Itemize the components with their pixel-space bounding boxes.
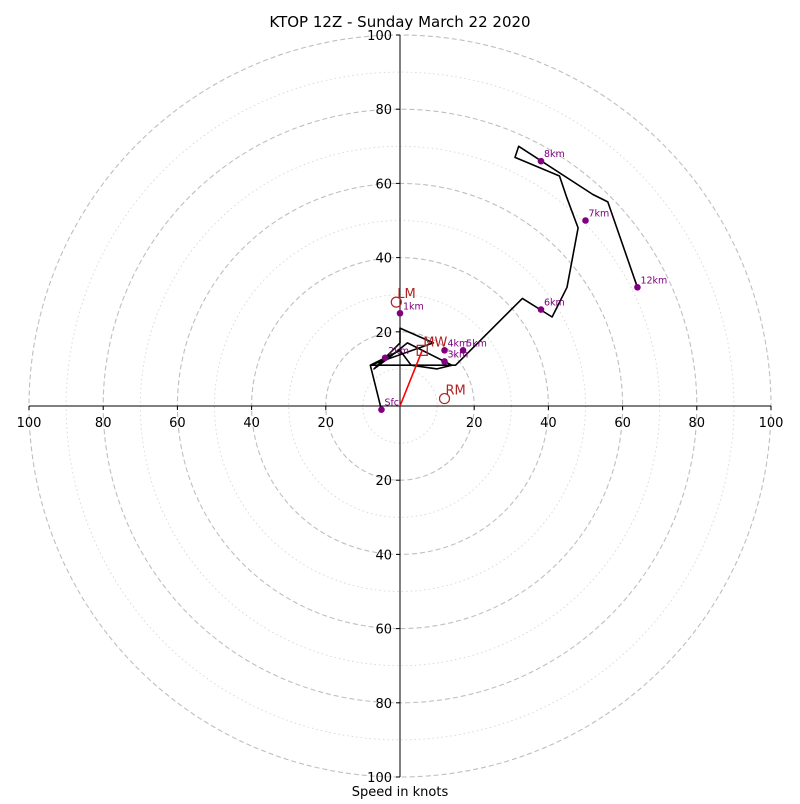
y-tick-label: 20 <box>375 326 392 341</box>
x-tick-label: 20 <box>318 416 335 431</box>
storm-motion-marker <box>390 296 402 308</box>
height-marker-label: 5km <box>466 338 487 349</box>
storm-motion-marker <box>438 392 451 405</box>
height-marker-point <box>441 358 448 365</box>
x-tick-label: 100 <box>759 416 784 431</box>
height-marker-point <box>441 347 448 354</box>
x-tick-label: 40 <box>540 416 557 431</box>
axis-layer: 100 100 80 80 60 60 40 40 20 20 20 20 40 40 60 60 80 80 10… <box>17 29 784 786</box>
y-tick-label: 40 <box>375 252 392 267</box>
x-tick-label: 80 <box>689 416 706 431</box>
y-tick-label: 60 <box>375 623 392 638</box>
height-marker-label: Sfc <box>384 398 399 409</box>
y-tick-label: 80 <box>375 103 392 118</box>
height-marker-point <box>582 217 589 224</box>
height-marker-point <box>459 347 467 354</box>
y-tick-label: 40 <box>375 548 392 563</box>
x-tick-label: 60 <box>169 416 186 431</box>
storm-motion-marker <box>416 344 428 356</box>
x-tick-label: 80 <box>95 416 112 431</box>
chart-title: KTOP 12Z - Sunday March 22 2020 <box>269 13 530 31</box>
storm-motion-label: MW <box>423 335 447 350</box>
height-marker-label: 2km <box>388 346 409 357</box>
y-tick-label: 80 <box>375 697 392 712</box>
height-marker-label: 4km <box>448 338 469 349</box>
x-tick-label: 60 <box>614 416 631 431</box>
height-marker-point <box>634 283 641 291</box>
height-marker-point <box>396 309 404 317</box>
x-tick-label: 20 <box>466 416 483 431</box>
height-marker-label: 12km <box>640 275 667 286</box>
height-marker-point <box>537 157 545 165</box>
height-marker-label: 7km <box>589 209 610 220</box>
height-marker-label: 3km <box>448 349 469 360</box>
y-tick-label: 60 <box>375 177 392 192</box>
height-marker-point <box>381 354 389 362</box>
x-tick-label: 100 <box>17 416 42 431</box>
height-marker-label: 6km <box>544 298 565 309</box>
height-marker-point <box>378 406 385 414</box>
mean-wind-vector <box>399 350 424 407</box>
height-marker-point <box>537 306 545 313</box>
y-tick-label: 20 <box>375 474 392 489</box>
y-tick-label: 100 <box>367 29 392 44</box>
height-marker-label: 1km <box>403 301 424 312</box>
x-axis-label: Speed in knots <box>352 785 449 800</box>
storm-motion-label: RM <box>446 384 466 399</box>
height-marker-label: 8km <box>544 149 565 160</box>
x-tick-label: 40 <box>243 416 260 431</box>
hodograph-trace <box>369 145 639 410</box>
y-tick-label: 100 <box>367 771 392 786</box>
storm-motion-label: LM <box>397 287 415 302</box>
